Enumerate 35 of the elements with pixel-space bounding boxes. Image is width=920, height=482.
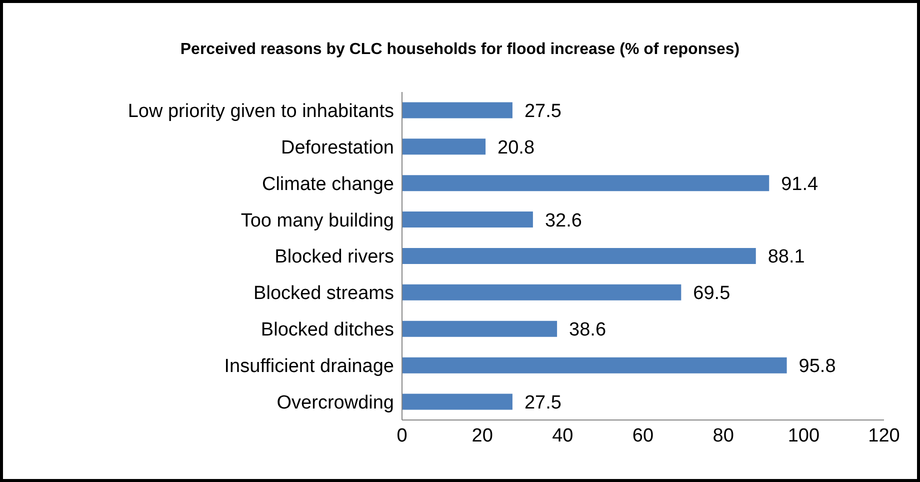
x-tick-label: 100: [788, 425, 820, 446]
data-label: 32.6: [544, 210, 582, 232]
y-tick-label: Overcrowding: [276, 392, 394, 414]
y-tick-label: Blocked rivers: [274, 246, 394, 268]
data-label: 91.4: [781, 174, 819, 195]
y-tick-label: Blocked ditches: [260, 320, 394, 341]
chart-title: Perceived reasons by CLC households for flood increase (% of reponses): [179, 41, 741, 59]
bar: [402, 357, 787, 374]
bar: [402, 248, 756, 264]
y-tick-label: Climate change: [262, 174, 394, 195]
bar: [402, 284, 682, 300]
data-label: 27.5: [524, 392, 562, 414]
y-tick-label: Blocked streams: [254, 283, 394, 304]
x-tick-label: 40: [552, 425, 574, 446]
x-tick-label: 120: [868, 425, 900, 446]
bar: [402, 212, 533, 228]
y-tick-label: Insufficient drainage: [224, 356, 394, 378]
y-tick-label: Too many building: [240, 210, 394, 232]
x-tick-label: 20: [472, 425, 493, 446]
bar: [402, 320, 558, 337]
x-tick-label: 0: [396, 425, 408, 446]
data-label: 95.8: [798, 356, 836, 378]
bar: [402, 102, 512, 118]
data-label: 88.1: [768, 246, 805, 268]
bar: [402, 175, 770, 192]
data-label: 38.6: [569, 320, 606, 341]
x-tick-label: 60: [632, 425, 654, 446]
data-label: 69.5: [693, 283, 730, 304]
y-tick-label: Low priority given to inhabitants: [128, 100, 394, 122]
bar: [402, 394, 512, 410]
data-label: 27.5: [524, 100, 562, 122]
y-tick-label: Deforestation: [280, 137, 394, 158]
data-label: 20.8: [498, 137, 535, 158]
x-tick-label: 80: [712, 425, 734, 446]
bar: [402, 138, 486, 155]
